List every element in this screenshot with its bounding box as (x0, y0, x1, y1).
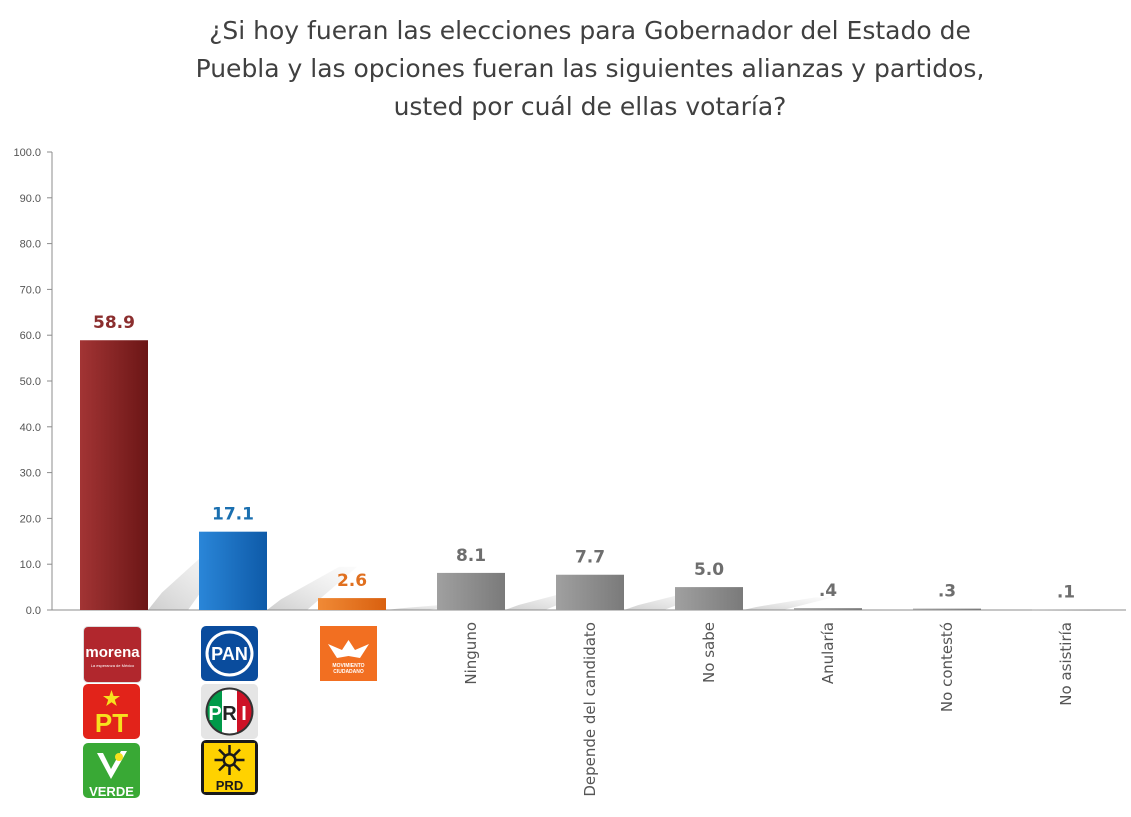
pri-letter-p: P (208, 703, 221, 725)
chart-title-line-2: Puebla y las opciones fueran las siguien… (195, 54, 985, 83)
value-label-6: 5.0 (694, 560, 724, 580)
bar-7 (794, 608, 862, 610)
value-label-2: 17.1 (212, 505, 254, 525)
chart-title: ¿Si hoy fueran las elecciones para Gober… (60, 12, 1120, 126)
morena-logo-text: morena (85, 644, 140, 661)
y-tick-label: 50.0 (20, 376, 41, 388)
pt-logo-text: PT (95, 708, 128, 738)
y-tick-label: 20.0 (20, 513, 41, 525)
bar-5 (556, 574, 624, 610)
bar-6 (675, 587, 743, 610)
morena-logo-tagline: La esperanza de México (91, 663, 135, 668)
bar-4 (437, 572, 505, 610)
morena-logo: morena La esperanza de México (83, 626, 142, 683)
pri-letter-i: I (241, 703, 247, 725)
value-label-5: 7.7 (575, 548, 605, 568)
pri-letter-r: R (222, 703, 237, 725)
pan-logo-text: PAN (211, 644, 248, 664)
y-tick-label: 0.0 (26, 605, 41, 617)
chart-title-line-3: usted por cuál de ellas votaría? (393, 92, 787, 121)
category-label-5: Depende del candidato (581, 622, 599, 797)
prd-logo: PRD (201, 740, 258, 795)
category-label-6: No sabe (700, 622, 718, 683)
category-label-9: No asistiría (1057, 622, 1075, 706)
value-label-4: 8.1 (456, 546, 486, 566)
pt-star-icon (103, 690, 120, 706)
bar-shadow (267, 566, 357, 610)
movimiento-ciudadano-logo: MOVIMIENTO CIUDADANO (320, 626, 377, 681)
bar-9 (1032, 609, 1100, 611)
prd-logo-text: PRD (216, 778, 243, 793)
verde-logo: VERDE (83, 743, 140, 798)
value-label-9: .1 (1057, 583, 1075, 603)
bar-1 (80, 340, 148, 610)
mc-eagle-icon (328, 640, 369, 658)
y-tick-label: 60.0 (20, 330, 41, 342)
category-label-7: Anularía (819, 622, 837, 684)
category-label-8: No contestó (938, 622, 956, 712)
y-tick-label: 90.0 (20, 193, 41, 205)
bar-shadow (743, 597, 833, 610)
y-tick-label: 100.0 (13, 147, 41, 159)
y-tick-label: 70.0 (20, 284, 41, 296)
pri-logo: P R I (201, 684, 258, 739)
bar-3 (318, 598, 386, 610)
mc-logo-text-bottom: CIUDADANO (333, 669, 364, 675)
bar-8 (913, 608, 981, 610)
y-tick-label: 10.0 (20, 559, 41, 571)
bar-2 (199, 531, 267, 610)
chart-title-line-1: ¿Si hoy fueran las elecciones para Gober… (209, 16, 971, 45)
mc-logo-text-top: MOVIMIENTO (332, 663, 364, 669)
category-label-4: Ninguno (462, 622, 480, 685)
pan-logo: PAN (201, 626, 258, 681)
y-tick-label: 30.0 (20, 468, 41, 480)
pt-logo: PT (83, 684, 140, 739)
value-label-7: .4 (819, 581, 837, 601)
y-tick-label: 40.0 (20, 422, 41, 434)
value-label-8: .3 (938, 582, 956, 602)
verde-logo-text: VERDE (89, 784, 134, 798)
value-label-1: 58.9 (93, 313, 135, 333)
y-tick-label: 80.0 (20, 239, 41, 251)
value-label-3: 2.6 (337, 571, 367, 591)
